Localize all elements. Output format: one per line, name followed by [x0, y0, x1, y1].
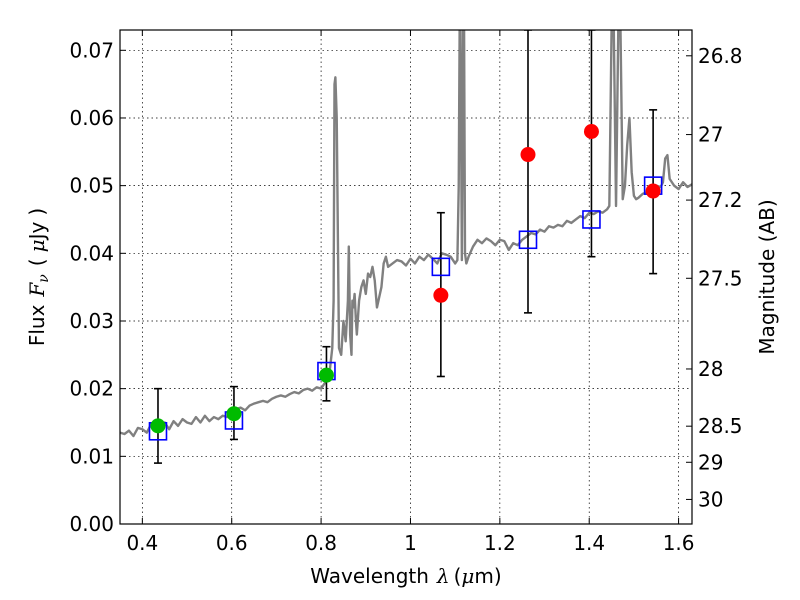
y2-axis-label: Magnitude (AB) — [755, 199, 779, 354]
observed-flux-point — [226, 406, 242, 422]
mag-tick-label: 27.2 — [698, 188, 743, 212]
y-tick-label: 0.06 — [69, 106, 114, 130]
observed-flux-point — [520, 147, 536, 163]
mag-tick-label: 30 — [698, 487, 723, 511]
observed-flux-point — [150, 418, 166, 434]
mag-tick-label: 28 — [698, 357, 723, 381]
axis-ticks — [120, 30, 692, 525]
x-tick-label: 1.2 — [484, 531, 516, 555]
x-tick-label: 0.8 — [305, 531, 337, 555]
y-tick-label: 0.07 — [69, 38, 114, 62]
y-tick-label: 0.05 — [69, 174, 114, 198]
grid-lines — [120, 30, 692, 524]
x-tick-label: 0.6 — [216, 531, 248, 555]
observed-flux-point — [583, 124, 599, 140]
x-tick-label: 1.6 — [663, 531, 695, 555]
y-axis-label: FluxFν(μJy) — [25, 208, 52, 346]
spectrum-layer — [120, 30, 692, 438]
model-flux-square — [518, 230, 538, 250]
x-tick-label: 1 — [404, 531, 417, 555]
plot-area — [120, 30, 692, 464]
mag-tick-label: 26.8 — [698, 44, 743, 68]
mag-tick-label: 27.5 — [698, 266, 743, 290]
model-spectrum-line — [120, 30, 692, 438]
x-tick-label: 1.4 — [573, 531, 605, 555]
observed-flux-point — [318, 367, 334, 383]
x-tick-label: 0.4 — [126, 531, 158, 555]
circle-marker-layer — [150, 124, 661, 434]
y-tick-label: 0.03 — [69, 309, 114, 333]
square-marker-layer — [148, 176, 663, 441]
model-flux-square — [582, 210, 601, 229]
mag-tick-label: 27 — [698, 123, 723, 147]
plot-frame — [119, 29, 693, 525]
mag-tick-label: 29 — [698, 450, 723, 474]
observed-flux-point — [433, 287, 449, 303]
y-tick-label: 0.00 — [69, 512, 114, 536]
tick-labels: 0.4 0.6 0.8 1 1.2 1.4 1.6 0.00 0.01 0.02 0.03 0.04 0… — [69, 38, 742, 555]
y-tick-label: 0.04 — [69, 241, 114, 265]
model-flux-square — [431, 257, 451, 277]
mag-tick-label: 28.5 — [698, 414, 743, 438]
y-tick-label: 0.02 — [69, 377, 114, 401]
y-tick-label: 0.01 — [69, 444, 114, 468]
x-axis-label: Wavelength λ (μm) — [310, 564, 501, 588]
observed-flux-point — [645, 183, 661, 199]
